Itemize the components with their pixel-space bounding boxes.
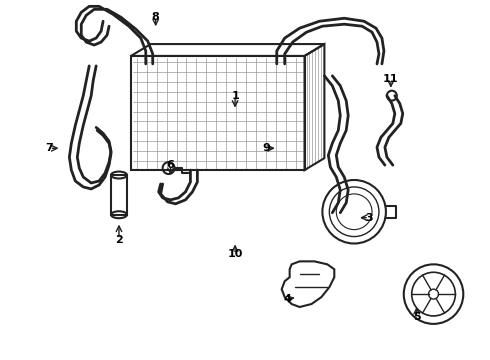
Text: 6: 6	[167, 160, 174, 170]
Text: 5: 5	[413, 312, 420, 322]
Text: 3: 3	[365, 213, 373, 223]
Text: 11: 11	[383, 74, 399, 84]
Bar	[111, 175, 127, 215]
Text: 9: 9	[262, 143, 270, 153]
Text: 1: 1	[231, 91, 239, 101]
Text: 7: 7	[46, 143, 53, 153]
Text: 2: 2	[115, 234, 123, 244]
Text: 8: 8	[152, 12, 160, 22]
Text: 4: 4	[284, 294, 292, 304]
Text: 10: 10	[227, 249, 243, 260]
